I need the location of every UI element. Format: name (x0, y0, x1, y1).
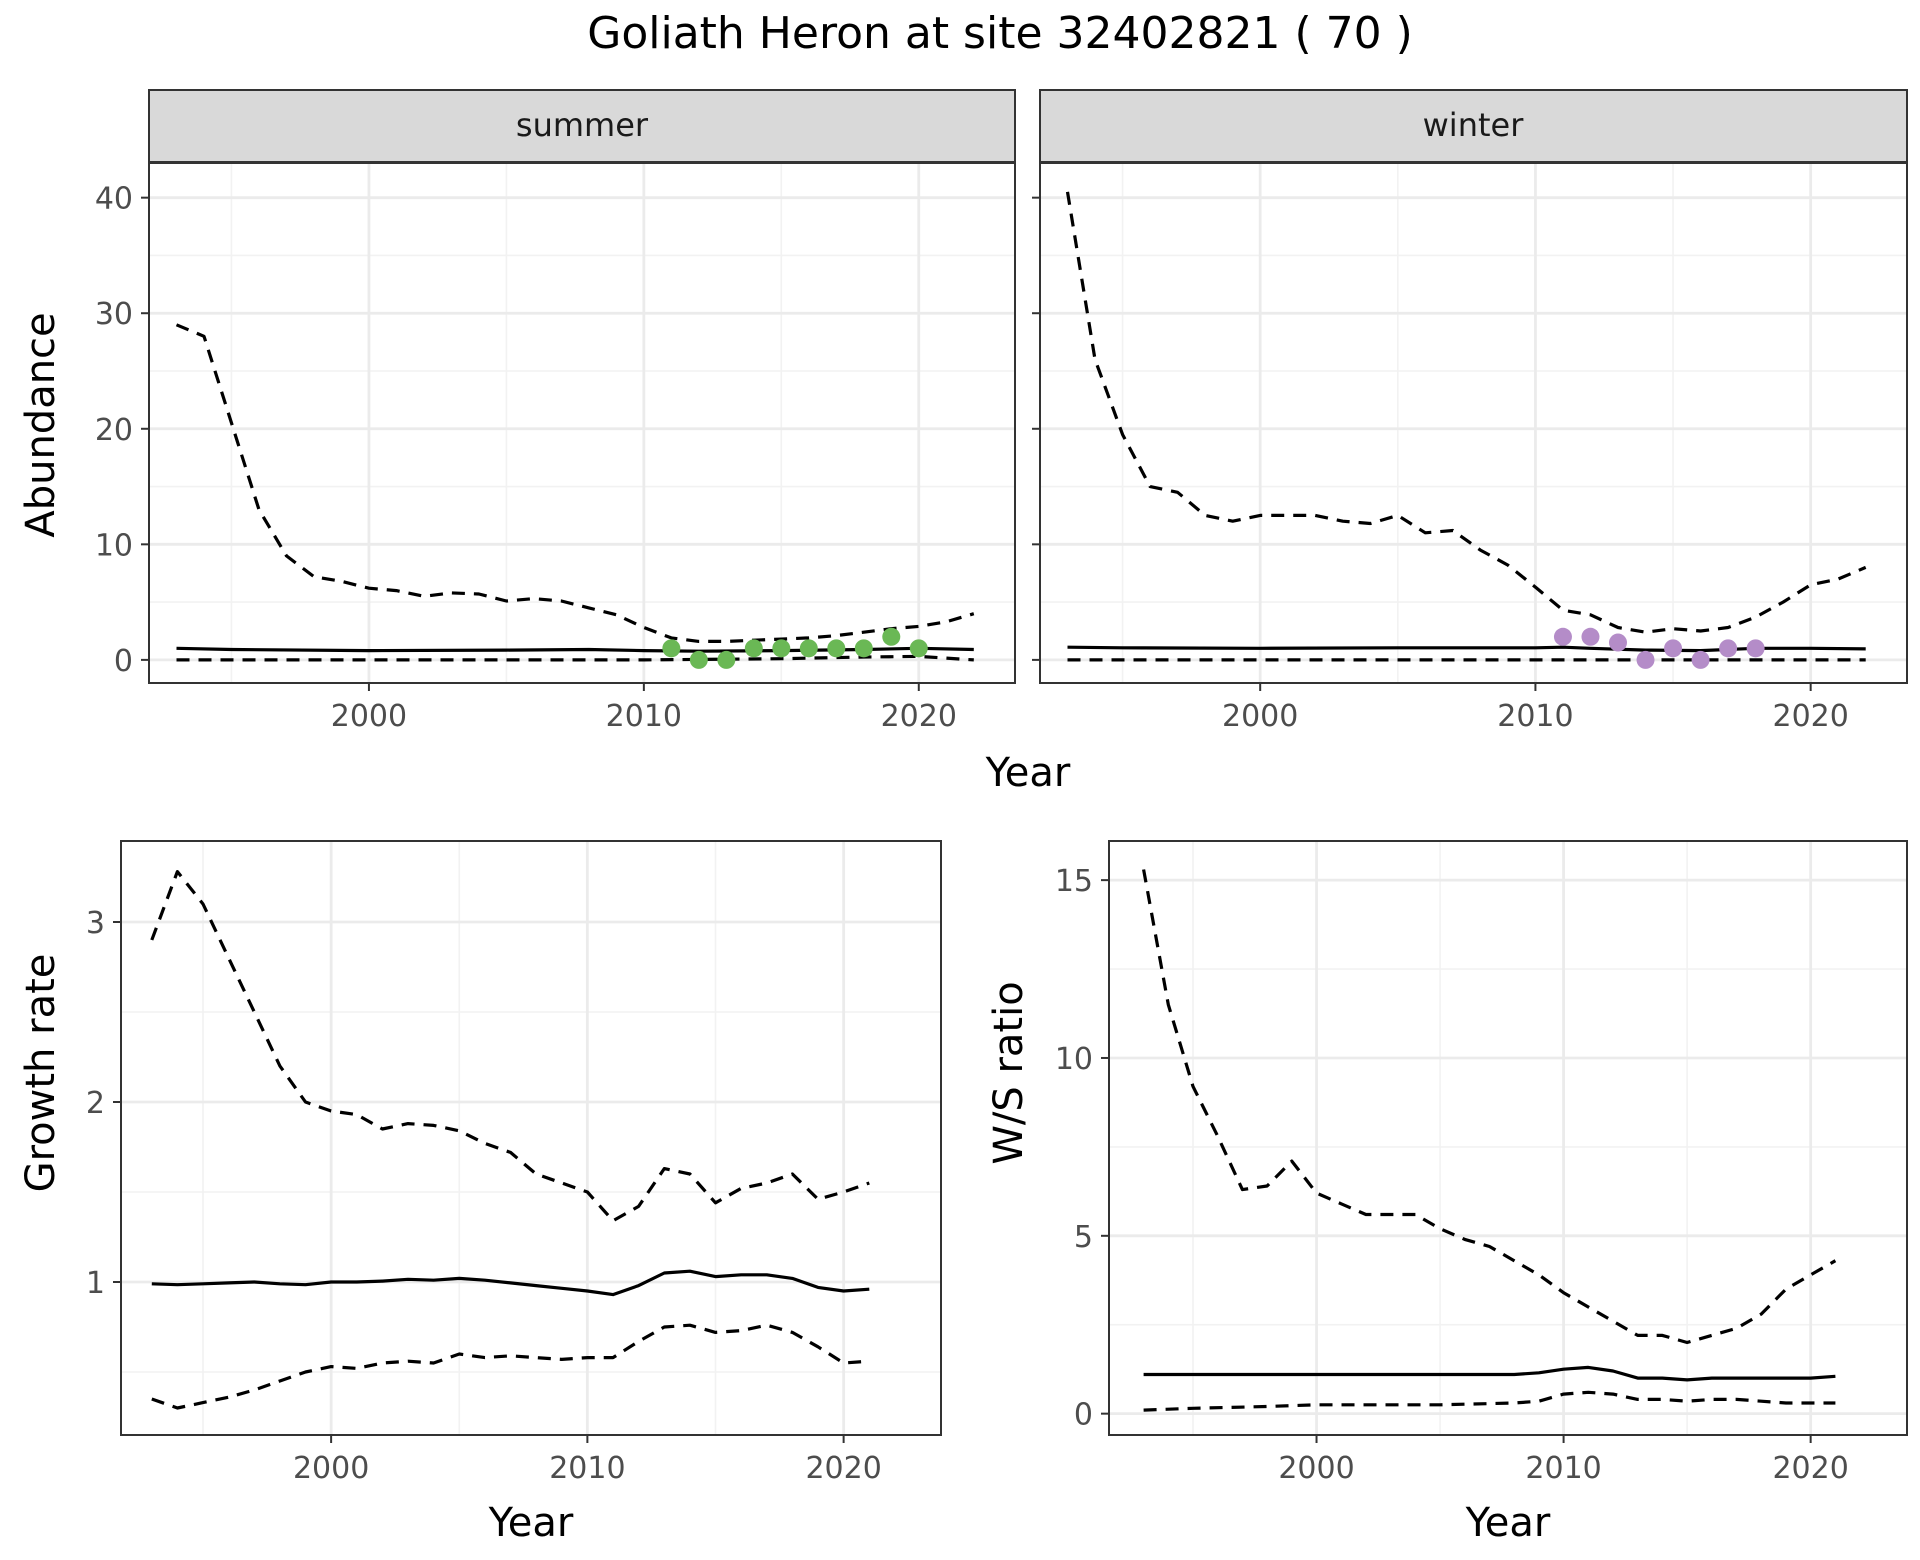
y-axis-label-abundance: Abundance (18, 312, 64, 537)
solid-line-0 (151, 1269, 870, 1297)
dashed-line-2 (151, 1323, 870, 1410)
data-point (772, 639, 791, 658)
panel-abundance-summer: 2000 2010 2020 0 10 20 30 40 (95, 162, 1016, 734)
data-point (717, 650, 736, 669)
data-point (662, 639, 681, 658)
solid-line-0 (1067, 645, 1866, 653)
solid-line-0 (176, 646, 974, 653)
data-point (689, 650, 708, 669)
panel-growth-rate: 2000 2010 2020 1 2 3 (86, 840, 942, 1486)
strip-label-winter: winter (1423, 106, 1525, 144)
y-tick-label: 15 (1055, 864, 1093, 899)
y-tick-label: 40 (95, 182, 133, 217)
panel-background (1109, 841, 1907, 1435)
y-tick-label: 2 (86, 1086, 105, 1121)
y-tick-label: 0 (1074, 1398, 1093, 1433)
x-tick-label: 2010 (549, 1451, 625, 1486)
strip-winter (1039, 89, 1908, 163)
data-point (1746, 639, 1765, 658)
x-tick-label: 2020 (1772, 699, 1848, 734)
panel-ws-ratio: 2000 2010 2020 0 5 10 15 (1055, 840, 1908, 1486)
panel-abundance-winter: 2000 2010 2020 (1032, 162, 1908, 734)
data-point (854, 639, 873, 658)
data-point (827, 639, 846, 658)
x-axis-label-ws-ratio: Year (1465, 1500, 1551, 1546)
data-point (1691, 650, 1710, 669)
x-tick-label: 2020 (881, 699, 957, 734)
data-point (1636, 650, 1655, 669)
y-axis-label-growth-rate: Growth rate (18, 954, 64, 1193)
y-tick-label: 10 (1055, 1042, 1093, 1077)
strip-label-summer: summer (516, 106, 649, 144)
x-tick-label: 2010 (1525, 1451, 1601, 1486)
dashed-line-1 (150, 870, 870, 1223)
data-point (882, 627, 901, 646)
x-tick-label: 2000 (331, 699, 407, 734)
y-tick-label: 30 (95, 297, 133, 332)
x-tick-label: 2000 (1278, 1451, 1354, 1486)
data-point (1664, 639, 1683, 658)
panel-border (1108, 840, 1908, 1436)
data-point (799, 639, 818, 658)
dashed-line-2 (1143, 1390, 1836, 1412)
data-point (1719, 639, 1738, 658)
x-tick-label: 2000 (293, 1451, 369, 1486)
x-axis-label-top: Year (985, 750, 1071, 796)
data-point (1609, 633, 1627, 652)
data-point (1581, 627, 1600, 646)
x-tick-label: 2020 (1772, 1451, 1848, 1486)
figure-title: Goliath Heron at site 32402821 ( 70 ) (587, 8, 1413, 59)
y-tick-label: 3 (86, 906, 105, 941)
panel-background (1040, 163, 1907, 683)
panel-background (149, 163, 1015, 683)
dashed-line-1 (1142, 869, 1837, 1345)
x-tick-label: 2000 (1222, 699, 1298, 734)
y-axis-label-ws-ratio: W/S ratio (986, 981, 1032, 1164)
y-tick-label: 1 (86, 1266, 105, 1301)
panel-border (148, 162, 1016, 684)
panel-border (1039, 162, 1908, 684)
y-tick-label: 20 (95, 413, 133, 448)
panel-border (120, 840, 942, 1436)
data-point (744, 639, 763, 658)
strip-summer (148, 89, 1016, 163)
panel-background (121, 841, 941, 1435)
data-point (1553, 627, 1572, 646)
dashed-line-1 (1065, 191, 1867, 634)
dashed-line-1 (175, 323, 975, 643)
y-tick-label: 10 (95, 528, 133, 563)
y-tick-label: 5 (1074, 1220, 1093, 1255)
x-tick-label: 2010 (1497, 699, 1573, 734)
y-tick-label: 0 (114, 644, 133, 679)
x-tick-label: 2010 (606, 699, 682, 734)
x-axis-label-growth-rate: Year (488, 1500, 574, 1546)
solid-line-0 (1143, 1365, 1836, 1382)
dashed-line-2 (176, 654, 974, 662)
x-tick-label: 2020 (805, 1451, 881, 1486)
data-point (909, 639, 928, 658)
